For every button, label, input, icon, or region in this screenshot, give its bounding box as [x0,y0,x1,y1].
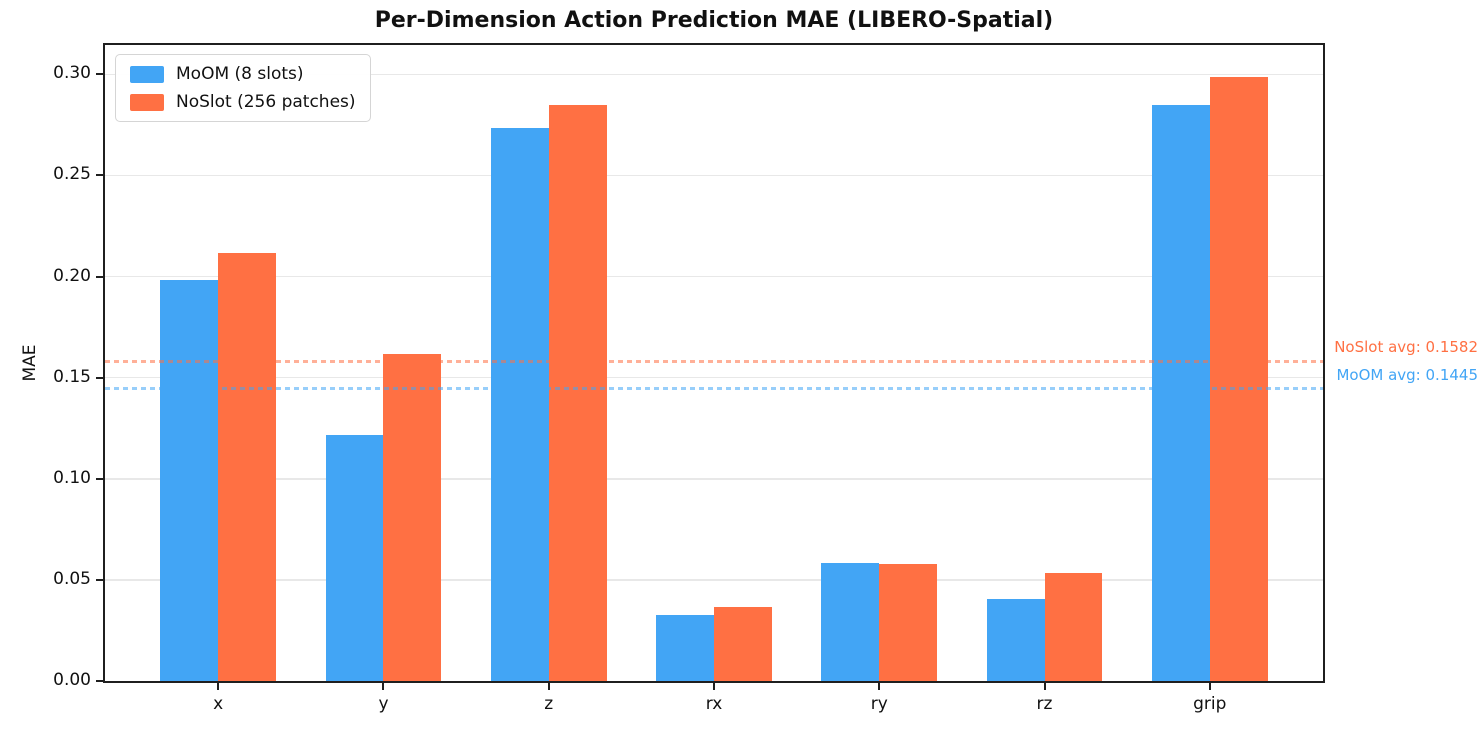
ytick-label-0.00: 0.00 [53,670,91,690]
gridline-0.20 [105,275,1323,278]
xtick-label-rx: rx [705,694,723,714]
bar-noslot-rx [714,607,772,681]
ytick-mark-0.10 [96,477,103,480]
ytick-label-0.10: 0.10 [53,467,91,488]
legend-item-noslot: NoSlot (256 patches) [130,92,356,112]
xtick-mark-rx [713,683,715,690]
ytick-mark-0.25 [96,174,103,177]
ytick-label-0.30: 0.30 [53,63,91,84]
bar-moom-grip [1151,105,1210,681]
legend-swatch-moom-icon [130,65,164,83]
xtick-mark-ry [878,683,881,690]
legend: MoOM (8 slots) NoSlot (256 patches) [115,54,371,122]
annotation-moom-avg: MoOM avg: 0.1445 [1336,365,1478,384]
xtick-label-ry: ry [870,694,888,714]
gridline-0.30 [105,73,1323,76]
bar-moom-ry [821,562,880,681]
xtick-mark-x [217,683,220,690]
xtick-mark-rz [1043,683,1046,690]
ytick-label-0.05: 0.05 [53,568,91,589]
plot-area: MoOM (8 slots) NoSlot (256 patches) [103,43,1325,683]
xtick-mark-z [547,683,550,690]
bar-noslot-grip [1209,76,1268,681]
ytick-mark-0.20 [96,275,103,278]
gridline-0.10 [105,478,1323,480]
avg-line-noslot-avg [105,359,1323,363]
avg-line-moom-avg [105,387,1323,391]
annotation-noslot-avg: NoSlot avg: 0.1582 [1334,338,1478,357]
xtick-label-y: y [378,694,389,714]
legend-item-moom: MoOM (8 slots) [130,64,356,84]
xtick-mark-grip [1208,683,1211,690]
legend-label-moom: MoOM (8 slots) [176,64,304,84]
bar-noslot-ry [879,564,938,681]
legend-label-noslot: NoSlot (256 patches) [176,92,356,112]
ytick-mark-0.15 [96,376,103,379]
ytick-mark-0.30 [96,73,103,76]
gridline-0.05 [105,579,1323,581]
ytick-mark-0.05 [96,578,103,581]
xtick-label-z: z [544,694,554,714]
xtick-label-rz: rz [1036,694,1053,714]
ytick-label-0.20: 0.20 [53,265,91,286]
xtick-label-x: x [213,694,224,714]
bar-moom-x [160,279,219,681]
ytick-mark-0.00 [96,680,103,682]
bar-moom-rz [986,599,1045,681]
bar-moom-y [325,435,384,681]
bar-moom-rx [656,615,714,681]
bar-noslot-x [218,252,277,681]
xtick-mark-y [382,683,385,690]
chart-title: Per-Dimension Action Prediction MAE (LIB… [374,8,1054,33]
gridline-0.25 [105,174,1323,177]
legend-swatch-noslot-icon [130,93,164,111]
ytick-label-0.15: 0.15 [53,366,91,387]
gridline-0.15 [105,376,1323,379]
bar-noslot-y [383,354,442,681]
bar-noslot-rz [1044,572,1103,681]
bar-moom-z [490,127,549,681]
xtick-label-grip: grip [1193,694,1227,714]
ytick-label-0.25: 0.25 [53,164,91,185]
bar-noslot-z [548,105,607,681]
